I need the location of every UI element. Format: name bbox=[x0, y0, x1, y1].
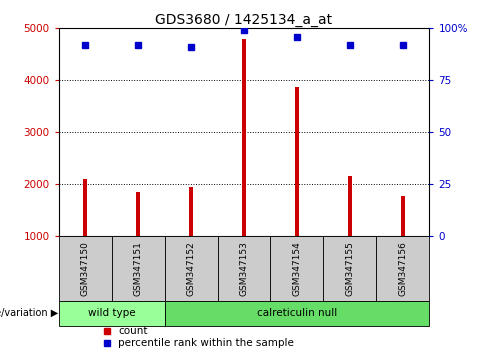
Text: count: count bbox=[118, 326, 147, 336]
Text: wild type: wild type bbox=[88, 308, 135, 319]
Text: percentile rank within the sample: percentile rank within the sample bbox=[118, 338, 294, 348]
Text: GSM347150: GSM347150 bbox=[81, 241, 90, 296]
Bar bbox=[270, 236, 324, 301]
Text: GSM347153: GSM347153 bbox=[240, 241, 248, 296]
Text: genotype/variation ▶: genotype/variation ▶ bbox=[0, 308, 59, 319]
Bar bbox=[189, 187, 193, 236]
Bar bbox=[218, 236, 270, 301]
Bar bbox=[348, 176, 352, 236]
Text: GSM347156: GSM347156 bbox=[398, 241, 407, 296]
Text: GSM347154: GSM347154 bbox=[292, 241, 302, 296]
Text: calreticulin null: calreticulin null bbox=[257, 308, 337, 319]
Bar bbox=[324, 236, 376, 301]
Bar bbox=[164, 301, 429, 326]
Bar bbox=[59, 301, 164, 326]
Title: GDS3680 / 1425134_a_at: GDS3680 / 1425134_a_at bbox=[156, 13, 332, 27]
Text: GSM347152: GSM347152 bbox=[186, 241, 196, 296]
Bar bbox=[59, 236, 112, 301]
Bar bbox=[295, 87, 299, 236]
Bar bbox=[376, 236, 429, 301]
Bar bbox=[401, 195, 405, 236]
Bar bbox=[136, 192, 140, 236]
Bar bbox=[164, 236, 218, 301]
Bar bbox=[112, 236, 164, 301]
Bar bbox=[242, 39, 246, 236]
Text: GSM347155: GSM347155 bbox=[346, 241, 354, 296]
Text: GSM347151: GSM347151 bbox=[134, 241, 142, 296]
Bar bbox=[83, 179, 87, 236]
